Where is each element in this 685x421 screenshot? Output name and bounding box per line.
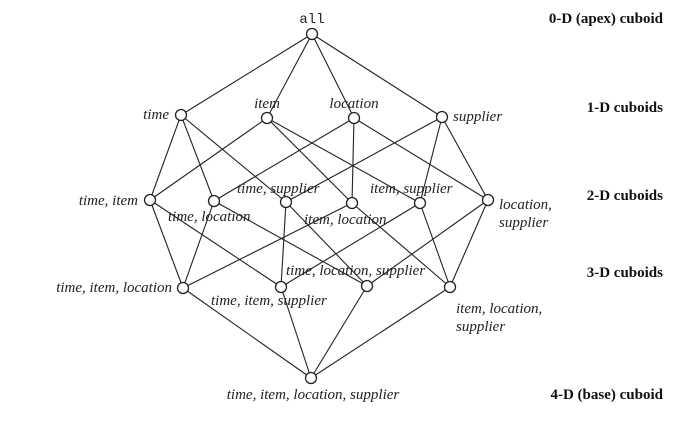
label-item: item [254, 96, 280, 112]
node-supplier [435, 110, 449, 124]
lattice-edges [149, 33, 489, 379]
edge-itemsupplier-timeitemsupplier [280, 202, 421, 288]
label-time-item-location: time, item, location [56, 280, 172, 296]
node-item-supplier [413, 196, 427, 210]
label-time-item: time, item [79, 193, 138, 209]
edge-locationsupplier-timelocationsupplier [366, 199, 489, 287]
level-label-1d: 1-D cuboids [587, 100, 663, 116]
edge-timeitem-timeitemsupplier [149, 199, 282, 288]
node-all [305, 27, 319, 41]
edge-item-timeitem [149, 117, 268, 201]
edge-time-timelocation [180, 114, 215, 202]
node-base [304, 371, 318, 385]
edge-itemlocation-timeitemlocation [182, 202, 353, 289]
node-time-item [143, 193, 157, 207]
edge-timesupplier-timeitemsupplier [280, 201, 287, 288]
edge-all-time [180, 33, 313, 116]
label-location-supplier-line1: location, [499, 197, 552, 213]
label-time: time [143, 107, 169, 123]
label-time-supplier: time, supplier [237, 181, 320, 197]
node-location [347, 111, 361, 125]
edge-supplier-locationsupplier [441, 116, 489, 201]
node-time-supplier [279, 195, 293, 209]
level-label-base: 4-D (base) cuboid [550, 387, 663, 403]
label-location-supplier-line2: supplier [499, 215, 548, 231]
level-labels: 0-D (apex) cuboid 1-D cuboids 2-D cuboid… [549, 11, 664, 403]
edge-timeitem-timeitemlocation [149, 199, 184, 289]
edge-item-itemsupplier [266, 117, 421, 204]
edge-all-location [311, 33, 355, 119]
level-label-2d: 2-D cuboids [587, 188, 663, 204]
node-time [174, 108, 188, 122]
edge-time-timeitem [149, 114, 182, 201]
edge-all-item [266, 33, 313, 119]
label-item-location-supplier-line1: item, location, [456, 301, 542, 317]
node-time-item-supplier [274, 280, 288, 294]
label-location: location [329, 96, 378, 112]
level-label-apex: 0-D (apex) cuboid [549, 11, 664, 27]
node-location-supplier [481, 193, 495, 207]
edge-timelocation-timelocationsupplier [213, 200, 368, 287]
node-time-location-supplier [360, 279, 374, 293]
edge-locationsupplier-itemlocationsupplier [449, 199, 489, 288]
node-time-location [207, 194, 221, 208]
level-label-3d: 3-D cuboids [587, 265, 663, 281]
label-item-location: item, location [304, 212, 387, 228]
lattice-nodes [143, 27, 495, 385]
label-base: time, item, location, supplier [227, 387, 400, 403]
edge-itemlocation-itemlocationsupplier [351, 202, 451, 288]
label-item-supplier: item, supplier [370, 181, 453, 197]
node-item-location [345, 196, 359, 210]
edge-supplier-timesupplier [285, 116, 443, 203]
edge-location-itemlocation [351, 117, 355, 204]
edge-location-locationsupplier [353, 117, 489, 201]
edge-item-itemlocation [266, 117, 353, 204]
node-time-item-location [176, 281, 190, 295]
edge-timeitemsupplier-base [280, 286, 312, 379]
label-time-item-supplier: time, item, supplier [211, 293, 327, 309]
edge-timelocationsupplier-base [310, 285, 368, 379]
edge-timesupplier-timelocationsupplier [285, 201, 368, 287]
edge-timeitemlocation-base [182, 287, 312, 379]
label-all: all [299, 12, 324, 28]
label-item-location-supplier-line2: supplier [456, 319, 505, 335]
node-labels: all time item location supplier time, it… [56, 12, 552, 403]
node-item-location-supplier [443, 280, 457, 294]
edge-itemsupplier-itemlocationsupplier [419, 202, 451, 288]
edge-location-timelocation [213, 117, 355, 202]
edge-timelocation-timeitemlocation [182, 200, 215, 289]
edge-time-timesupplier [180, 114, 287, 203]
edge-all-supplier [311, 33, 443, 118]
node-item [260, 111, 274, 125]
label-time-location-supplier: time, location, supplier [286, 263, 425, 279]
label-supplier: supplier [453, 109, 502, 125]
edge-itemlocationsupplier-base [310, 286, 451, 379]
label-time-location: time, location [168, 209, 251, 225]
edge-supplier-itemsupplier [419, 116, 443, 204]
